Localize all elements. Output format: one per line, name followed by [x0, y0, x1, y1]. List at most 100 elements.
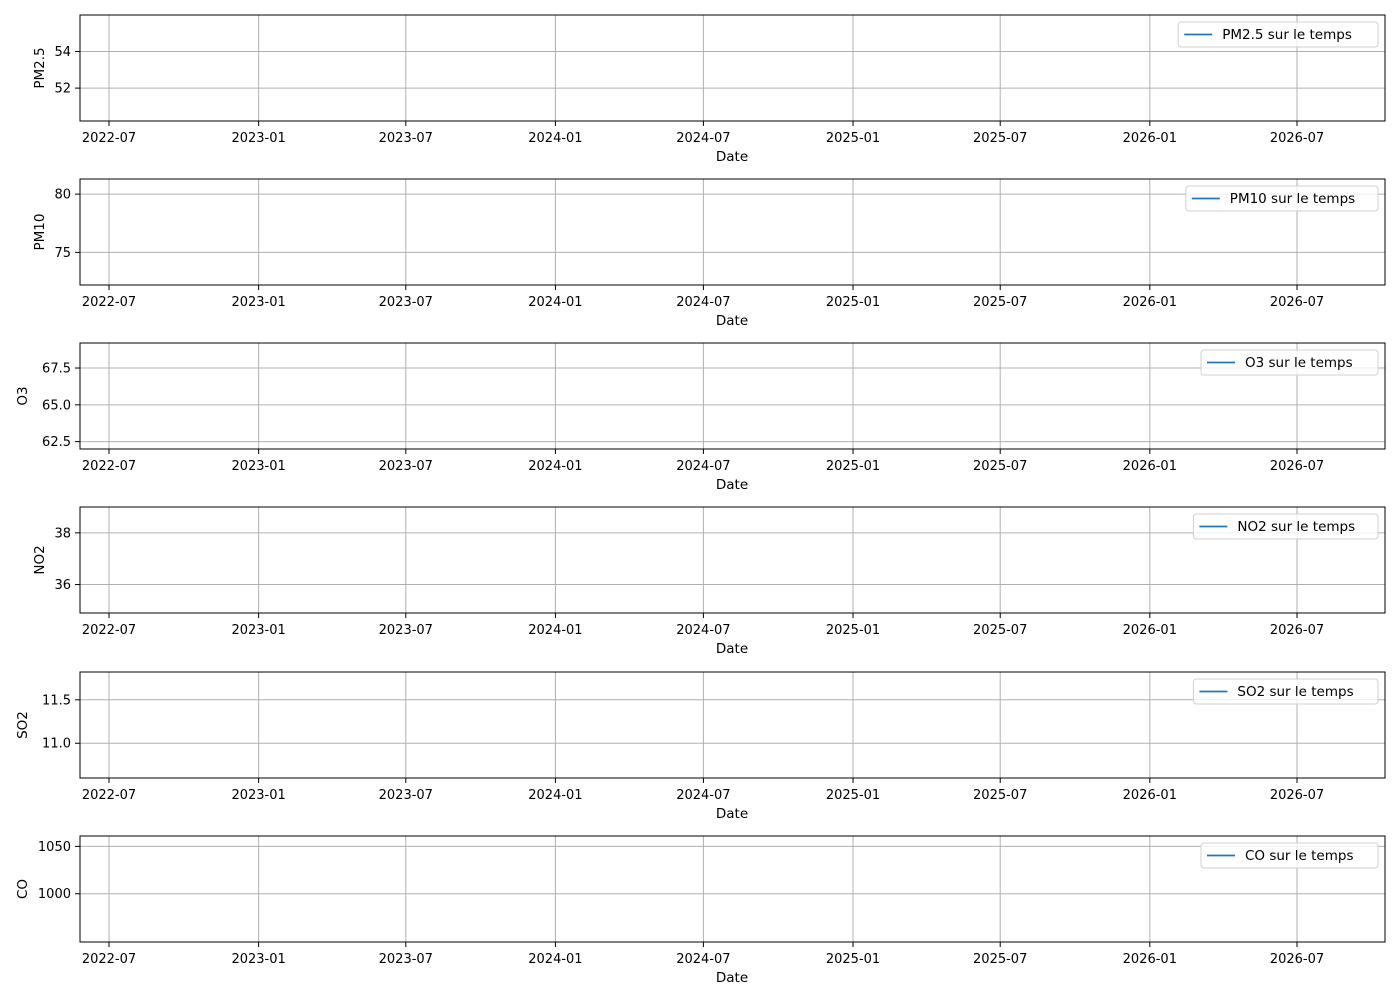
subplot-pm10: 2022-07 2023-01 2023-07 2024-01 2024-07 2025-… — [32, 178, 1386, 329]
x-tick-label: 2025-07 — [973, 459, 1027, 474]
y-axis-label: PM2.5 — [32, 47, 48, 88]
legend: SO2 sur le temps — [1192, 678, 1379, 705]
x-tick-label: 2022-07 — [82, 131, 136, 146]
x-axis-label: Date — [716, 149, 748, 165]
x-tick-label: 2026-01 — [1123, 131, 1177, 146]
x-tick-label: 2023-07 — [379, 623, 433, 638]
y-tick-label: 67.5 — [42, 362, 71, 377]
x-tick-label: 2025-01 — [826, 459, 880, 474]
x-tick-label: 2026-01 — [1123, 623, 1177, 638]
y-tick-label: 1050 — [38, 840, 71, 855]
y-tick-label: 80 — [54, 188, 71, 203]
y-axis-label: CO — [15, 879, 31, 899]
x-tick-label: 2023-07 — [379, 295, 433, 310]
x-tick-label: 2024-07 — [676, 952, 730, 967]
x-tick-label: 2023-01 — [231, 131, 285, 146]
y-tick-label: 62.5 — [42, 435, 71, 450]
x-tick-label: 2025-01 — [826, 788, 880, 803]
y-tick-label: 52 — [54, 82, 71, 97]
x-tick-label: 2024-01 — [528, 788, 582, 803]
x-tick-label: 2024-01 — [528, 131, 582, 146]
x-tick-label: 2026-07 — [1270, 623, 1324, 638]
axes-frame — [79, 671, 1386, 779]
x-tick-label: 2026-07 — [1270, 131, 1324, 146]
x-tick-label: 2025-01 — [826, 623, 880, 638]
x-tick-label: 2025-07 — [973, 295, 1027, 310]
y-tick-label: 38 — [54, 526, 71, 541]
legend-entry-label: CO sur le temps — [1245, 848, 1353, 864]
legend-box — [1185, 185, 1379, 212]
legend-entry-label: SO2 sur le temps — [1237, 684, 1353, 700]
x-tick-label: 2023-01 — [231, 788, 285, 803]
x-tick-label: 2024-01 — [528, 459, 582, 474]
y-axis-label: O3 — [15, 386, 31, 405]
y-tick-label: 11.5 — [42, 693, 71, 708]
x-tick-label: 2024-01 — [528, 295, 582, 310]
axes-frame — [79, 178, 1386, 286]
x-tick-label: 2023-01 — [231, 459, 285, 474]
x-tick-label: 2023-07 — [379, 952, 433, 967]
x-tick-label: 2025-07 — [973, 623, 1027, 638]
x-tick-label: 2024-07 — [676, 459, 730, 474]
x-axis-label: Date — [716, 477, 748, 493]
legend-box — [1200, 842, 1379, 869]
legend-entry-label: PM2.5 sur le temps — [1222, 27, 1352, 43]
x-tick-label: 2022-07 — [82, 459, 136, 474]
subplot-no2: 2022-07 2023-01 2023-07 2024-01 2024-07 2025-… — [32, 506, 1386, 657]
legend: PM10 sur le temps — [1185, 185, 1379, 212]
y-axis-label: PM10 — [32, 214, 48, 251]
x-tick-label: 2025-07 — [973, 788, 1027, 803]
y-tick-label: 65.0 — [42, 398, 71, 413]
x-tick-label: 2022-07 — [82, 295, 136, 310]
x-axis-label: Date — [716, 806, 748, 822]
x-tick-label: 2026-01 — [1123, 788, 1177, 803]
x-tick-label: 2026-01 — [1123, 459, 1177, 474]
legend: CO sur le temps — [1200, 842, 1379, 869]
legend-box — [1200, 349, 1379, 376]
legend-box — [1192, 678, 1379, 705]
x-tick-label: 2022-07 — [82, 952, 136, 967]
legend-entry-label: O3 sur le temps — [1245, 355, 1353, 371]
x-tick-label: 2026-01 — [1123, 295, 1177, 310]
x-axis-label: Date — [716, 641, 748, 657]
subplot-so2: 2022-07 2023-01 2023-07 2024-01 2024-07 2025-… — [15, 671, 1386, 822]
x-tick-label: 2023-01 — [231, 295, 285, 310]
x-tick-label: 2025-01 — [826, 131, 880, 146]
x-tick-label: 2024-07 — [676, 623, 730, 638]
x-tick-label: 2023-01 — [231, 952, 285, 967]
y-axis-label: NO2 — [32, 545, 48, 574]
x-tick-label: 2024-07 — [676, 131, 730, 146]
x-tick-label: 2025-01 — [826, 295, 880, 310]
axes-frame — [79, 506, 1386, 614]
x-tick-label: 2023-07 — [379, 459, 433, 474]
x-tick-label: 2024-07 — [676, 295, 730, 310]
legend: O3 sur le temps — [1200, 349, 1379, 376]
x-tick-label: 2026-07 — [1270, 788, 1324, 803]
y-tick-label: 54 — [54, 45, 71, 60]
axes-frame — [79, 14, 1386, 122]
y-axis-label: SO2 — [15, 711, 31, 739]
legend: NO2 sur le temps — [1192, 513, 1379, 540]
x-tick-label: 2026-07 — [1270, 952, 1324, 967]
x-tick-label: 2026-07 — [1270, 459, 1324, 474]
x-tick-label: 2025-07 — [973, 131, 1027, 146]
y-tick-label: 11.0 — [42, 737, 71, 752]
y-tick-label: 75 — [54, 246, 71, 261]
subplot-pm2-5: 2022-07 2023-01 2023-07 2024-01 2024-07 2025-… — [32, 14, 1386, 165]
axes-frame — [79, 342, 1386, 450]
y-tick-label: 36 — [54, 578, 71, 593]
x-tick-label: 2023-07 — [379, 131, 433, 146]
y-tick-label: 1000 — [38, 887, 71, 902]
x-tick-label: 2026-07 — [1270, 295, 1324, 310]
legend-entry-label: NO2 sur le temps — [1237, 519, 1355, 535]
legend: PM2.5 sur le temps — [1177, 21, 1379, 48]
x-axis-label: Date — [716, 970, 748, 986]
legend-box — [1177, 21, 1379, 48]
x-tick-label: 2024-01 — [528, 623, 582, 638]
legend-entry-label: PM10 sur le temps — [1230, 191, 1355, 207]
axes-frame — [79, 835, 1386, 943]
x-tick-label: 2024-07 — [676, 788, 730, 803]
x-tick-label: 2023-01 — [231, 623, 285, 638]
x-axis-label: Date — [716, 313, 748, 329]
